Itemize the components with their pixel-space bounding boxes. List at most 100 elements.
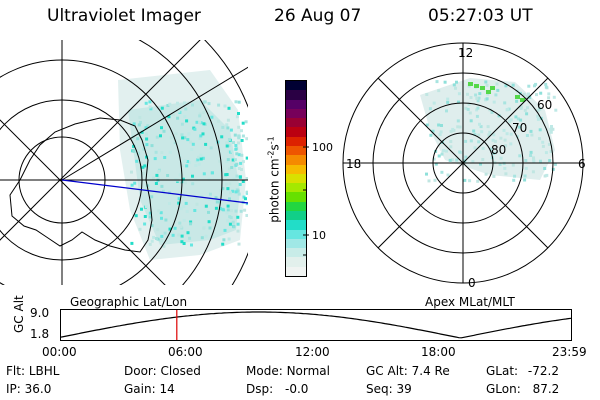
aurora-pixel [195,202,199,206]
colorbar-swatch [286,145,306,156]
colorbar-swatch [286,238,306,249]
aurora-pixel [210,235,214,239]
aurora-pixel [193,209,197,212]
aurora-pixel [551,167,555,171]
aurora-pixel [516,117,520,121]
aurora-pixel [541,140,545,144]
aurora-pixel [241,160,245,164]
aurora-pixel [224,182,228,186]
colorbar-swatch [286,118,306,128]
aurora-pixel [456,125,460,129]
aurora-pixel [551,127,555,131]
aurora-pixel [200,195,204,198]
aurora-pixel [188,236,192,240]
aurora-pixel [171,113,175,117]
aurora-pixel [160,216,163,220]
aurora-pixel [523,174,527,178]
aurora-pixel [225,123,229,127]
aurora-pixel [497,114,501,118]
aurora-pixel [201,132,205,136]
mlt-polar-plot [342,42,584,284]
aurora-pixel [239,161,243,165]
aurora-pixel [486,125,490,129]
aurora-pixel [178,173,182,177]
aurora-pixel [437,89,441,93]
aurora-pixel [554,108,558,112]
aurora-pixel [194,164,198,167]
aurora-pixel [488,130,492,134]
aurora-pixel [544,151,548,155]
aurora-pixel [545,173,549,177]
aurora-pixel [443,80,447,84]
aurora-pixel [189,140,193,144]
aurora-pixel [544,82,548,86]
aurora-pixel [475,108,479,112]
aurora-pixel [133,181,137,185]
aurora-pixel [162,129,166,133]
altitude-tick-low: 1.8 [30,327,50,341]
aurora-bright-pixel [520,98,525,102]
aurora-pixel [490,110,494,114]
aurora-pixel [168,227,172,231]
aurora-pixel [498,162,502,166]
geographic-caption: Geographic Lat/Lon [70,295,188,309]
aurora-pixel [440,152,444,156]
aurora-pixel [496,88,500,92]
aurora-pixel [228,182,232,186]
aurora-pixel [466,107,470,111]
altitude-tick-high: 9.0 [30,306,50,320]
aurora-pixel [161,189,165,193]
aurora-pixel [143,145,147,148]
aurora-pixel [519,118,523,122]
aurora-pixel [432,157,436,161]
aurora-pixel [225,211,229,215]
aurora-pixel [160,126,163,130]
aurora-pixel [234,100,238,104]
aurora-pixel [474,93,478,97]
mlat-label-70: 70 [512,121,528,135]
aurora-pixel [132,122,136,126]
aurora-pixel [177,197,181,201]
mlt-label-6: 6 [578,157,586,171]
aurora-pixel [196,158,200,162]
aurora-pixel [136,137,140,141]
aurora-pixel [227,237,231,241]
aurora-pixel [535,93,538,97]
aurora-pixel [477,96,481,100]
aurora-pixel [504,84,508,88]
aurora-pixel [180,240,184,244]
aurora-pixel [180,122,184,126]
aurora-pixel [215,200,219,204]
aurora-pixel [538,128,542,132]
aurora-pixel [475,114,479,118]
aurora-pixel [227,144,231,148]
aurora-pixel [159,239,163,243]
colorbar-swatch [286,99,306,109]
colorbar-unit-label: photon cm-2s-1 [266,136,282,223]
instrument-title: Ultraviolet Imager [47,6,201,26]
colorbar-swatch [286,201,306,211]
aurora-pixel [163,231,167,235]
aurora-pixel [529,129,533,133]
geographic-map-panel [0,40,260,285]
aurora-pixel [178,221,182,225]
aurora-pixel [481,146,485,150]
aurora-pixel [189,220,193,224]
colorbar-swatch [286,90,306,100]
aurora-pixel [182,205,186,209]
aurora-pixel [199,157,203,161]
aurora-pixel [457,100,460,104]
aurora-pixel [473,132,477,136]
aurora-pixel [491,138,495,142]
aurora-pixel [237,242,241,246]
aurora-pixel [227,138,231,141]
aurora-pixel [466,92,469,96]
aurora-pixel [524,166,528,170]
aurora-pixel [227,106,231,110]
aurora-pixel [178,179,182,183]
aurora-pixel [226,187,230,191]
aurora-pixel [243,208,247,212]
aurora-pixel [148,100,152,104]
aurora-pixel [222,238,226,242]
mlat-label-60: 60 [537,98,553,112]
